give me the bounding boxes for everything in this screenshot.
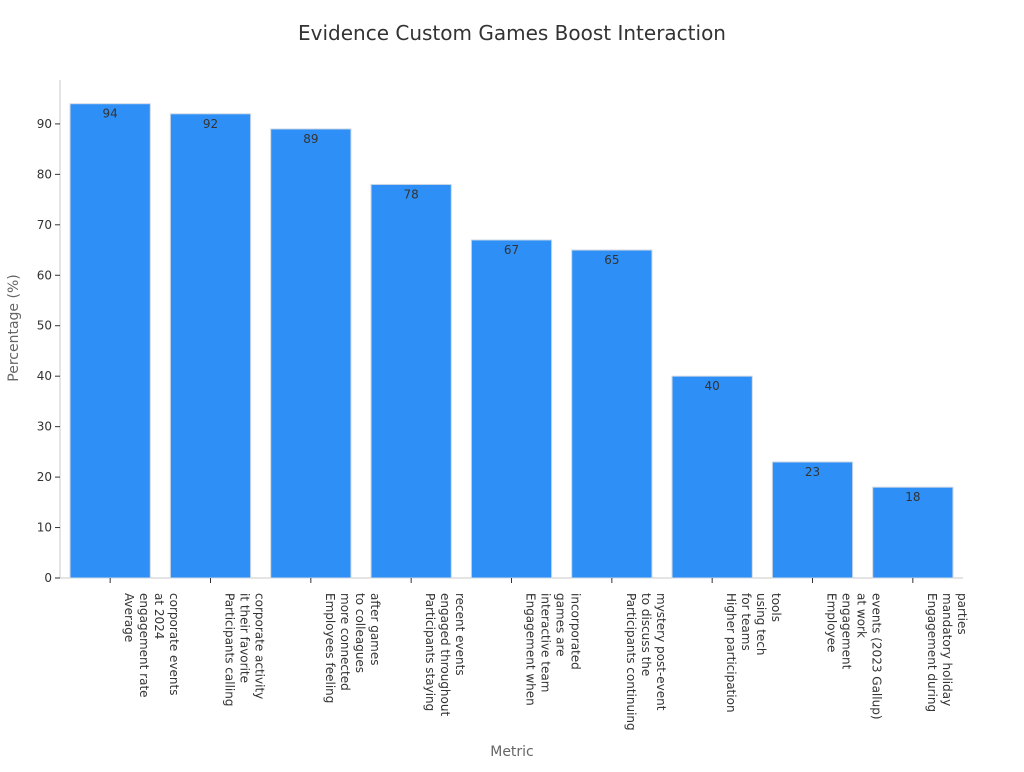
y-tick-label-7: 70 xyxy=(37,218,52,232)
x-tick-label-line: engagement xyxy=(840,593,854,670)
x-tick-label-line: for teams xyxy=(739,593,753,651)
data-label-8: 18 xyxy=(905,490,920,504)
x-tick-label-1: Participants callingit their favoritecor… xyxy=(223,593,267,706)
y-tick-label-1: 10 xyxy=(37,521,52,535)
data-label-6: 40 xyxy=(705,379,720,393)
x-tick-label-line: more connected xyxy=(338,593,352,691)
x-tick-label-line: at 2024 xyxy=(152,593,166,639)
x-tick-label-line: after games xyxy=(368,593,382,666)
x-tick-label-line: Employee xyxy=(825,593,839,652)
y-tick-label-2: 20 xyxy=(37,470,52,484)
bar-2 xyxy=(270,128,352,579)
y-tick-label-3: 30 xyxy=(37,420,52,434)
data-label-1: 92 xyxy=(203,117,218,131)
x-tick-label-line: Participants continuing xyxy=(624,593,638,731)
bar-8 xyxy=(872,486,954,579)
bar-4 xyxy=(470,239,553,579)
x-tick-label-8: Engagement duringmandatory holidaypartie… xyxy=(925,593,969,712)
x-tick-label-5: Participants continuingto discuss themys… xyxy=(624,593,668,731)
bar-0 xyxy=(69,103,151,579)
x-tick-label-line: parties xyxy=(955,593,969,635)
data-label-4: 67 xyxy=(504,243,519,257)
data-label-3: 78 xyxy=(404,187,419,201)
x-tick-label-3: Participants stayingengaged throughoutre… xyxy=(423,593,467,716)
x-tick-label-line: Average xyxy=(122,593,136,642)
x-tick-label-line: to discuss the xyxy=(639,593,653,676)
x-tick-label-line: at work xyxy=(855,593,869,638)
data-label-7: 23 xyxy=(805,465,820,479)
x-axis-label: Metric xyxy=(490,744,534,760)
x-tick-label-line: recent events xyxy=(453,593,467,676)
y-tick-label-9: 90 xyxy=(37,117,52,131)
data-label-5: 65 xyxy=(604,253,619,267)
bar-3 xyxy=(370,183,452,579)
y-axis-label: Percentage (%) xyxy=(6,274,22,381)
y-tick-label-8: 80 xyxy=(37,167,52,181)
x-tick-label-line: corporate events xyxy=(167,593,181,695)
x-tick-label-line: events (2023 Gallup) xyxy=(870,593,884,720)
x-tick-label-line: it their favorite xyxy=(238,593,252,683)
x-tick-label-line: using tech xyxy=(754,593,768,656)
x-tick-label-line: corporate activity xyxy=(253,593,267,699)
x-tick-label-line: to colleagues xyxy=(353,593,367,673)
x-tick-label-line: interactive team xyxy=(539,593,553,692)
x-tick-label-line: Participants staying xyxy=(423,593,437,711)
x-tick-label-line: Employees feeling xyxy=(323,593,337,703)
x-tick-label-line: games are xyxy=(554,593,568,657)
bar-7 xyxy=(771,461,854,579)
x-tick-label-line: engagement rate xyxy=(137,593,151,698)
x-tick-label-6: Higher participationfor teamsusing techt… xyxy=(724,593,783,713)
y-tick-label-0: 0 xyxy=(44,571,52,585)
x-tick-label-line: Engagement when xyxy=(524,593,538,706)
y-tick-label-4: 40 xyxy=(37,369,52,383)
x-tick-label-7: Employeeengagementat workevents (2023 Ga… xyxy=(825,593,884,720)
x-tick-label-4: Engagement wheninteractive teamgames are… xyxy=(524,593,583,706)
bar-6 xyxy=(671,375,753,579)
x-tick-label-line: tools xyxy=(769,593,783,622)
y-tick-label-6: 60 xyxy=(37,268,52,282)
bar-5 xyxy=(571,249,653,579)
x-tick-label-0: Averageengagement rateat 2024corporate e… xyxy=(122,593,181,698)
chart-title: Evidence Custom Games Boost Interaction xyxy=(298,21,726,45)
x-tick-label-line: Higher participation xyxy=(724,593,738,713)
x-tick-label-line: engaged throughout xyxy=(438,593,452,716)
x-tick-label-2: Employees feelingmore connectedto collea… xyxy=(323,593,382,703)
x-tick-label-line: mystery post-event xyxy=(654,593,668,711)
y-tick-label-5: 50 xyxy=(37,319,52,333)
x-tick-label-line: Engagement during xyxy=(925,593,939,712)
data-label-0: 94 xyxy=(103,107,118,121)
bar-1 xyxy=(169,113,252,579)
x-tick-label-line: mandatory holiday xyxy=(940,593,954,706)
data-label-2: 89 xyxy=(303,132,318,146)
x-tick-label-line: incorporated xyxy=(569,593,583,670)
x-tick-label-line: Participants calling xyxy=(223,593,237,706)
